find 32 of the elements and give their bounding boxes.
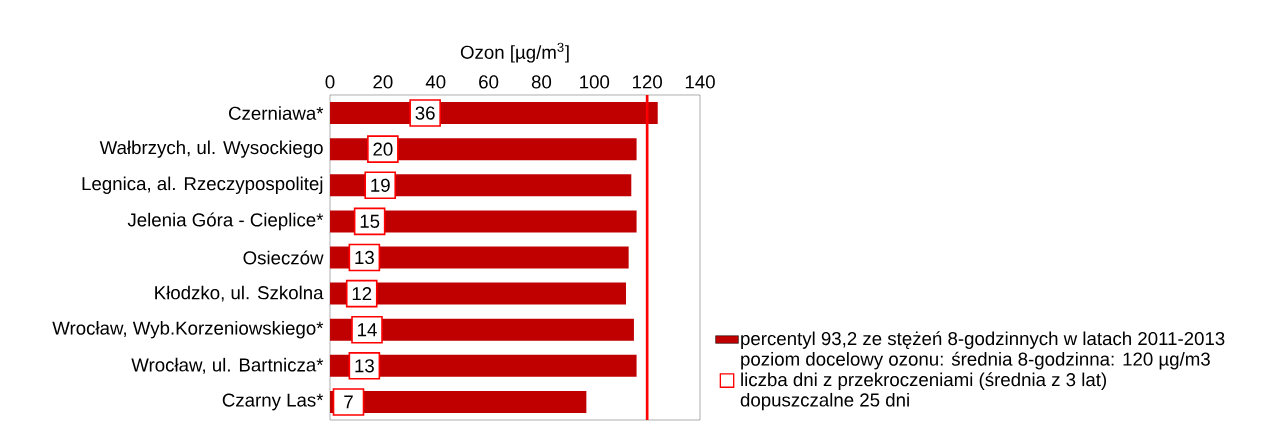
y-tick-label: Czarny Las* [222, 393, 324, 411]
x-tick-label: 40 [425, 75, 446, 89]
legend-label: liczba dni z przekroczeniami (średnia z 3 lat) [741, 372, 1107, 390]
y-tick-label: Wrocław, Wyb.Korzeniowskiego* [52, 321, 324, 339]
y-tick-label: Wrocław, ul. Bartnicza* [131, 357, 324, 374]
x-tick-label: 120 [633, 75, 662, 89]
y-tick-label: Czerniawa* [229, 106, 324, 120]
data-label: 13 [355, 250, 374, 265]
x-tick-label: 140 [685, 75, 715, 89]
x-tick-label: 0 [325, 75, 335, 89]
text: poziom docelowy ozonu: średnia 8-godzinna: 120 µg/m3 [741, 351, 1210, 370]
y-tick-label: Wałbrzych, ul. Wysockiego [99, 140, 323, 158]
data-label: 12 [352, 287, 372, 301]
data-label: 13 [355, 359, 374, 373]
y-tick-label: Legnica, al. Rzeczypospolitej [82, 176, 323, 194]
y-tick-label: Osieczów [243, 250, 324, 265]
bar [330, 210, 637, 233]
data-label: 14 [358, 323, 377, 337]
data-label: 19 [371, 178, 390, 192]
data-label: 7 [344, 395, 353, 409]
data-label: 15 [360, 214, 380, 228]
data-label: 36 [415, 106, 435, 120]
x-tick-label: 20 [373, 75, 393, 89]
data-label: 20 [373, 142, 393, 156]
x-axis-title: Ozon [µg/m$^{3}$] [460, 42, 569, 63]
y-tick-label: Kłodzko, ul. Szkolna [155, 285, 324, 302]
y-tick-label: Jelenia Góra - Cieplice* [127, 212, 324, 231]
legend-label: percentyl 93,2 ze stężeń 8-godzinnych w latach 2011-2013 [741, 331, 1225, 349]
text: dopuszczalne 25 dni [740, 392, 909, 411]
x-tick-label: 100 [580, 75, 610, 89]
x-tick-label: 60 [479, 75, 499, 89]
x-tick-label: 80 [531, 75, 552, 89]
